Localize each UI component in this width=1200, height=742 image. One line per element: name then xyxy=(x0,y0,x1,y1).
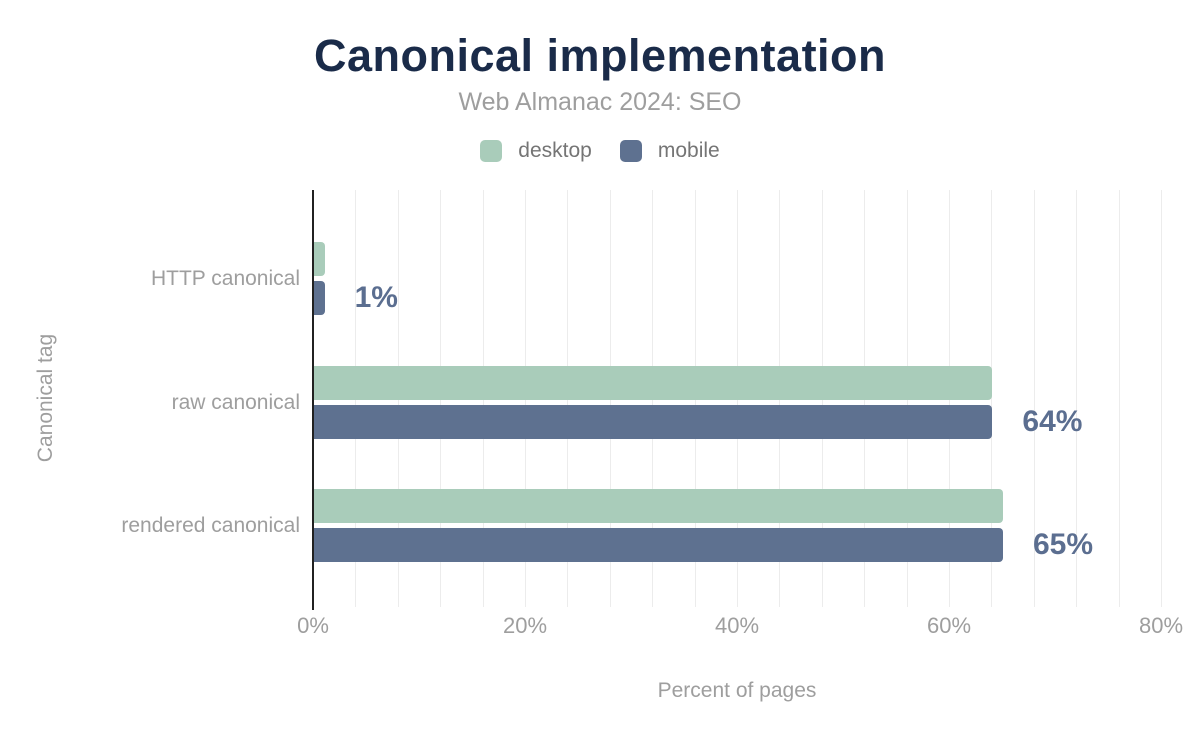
x-tick-label: 40% xyxy=(714,613,760,638)
legend-swatch-desktop xyxy=(480,140,503,162)
category-label: HTTP canonical xyxy=(150,266,300,290)
legend-item-mobile: mobile xyxy=(619,139,720,163)
y-axis-line xyxy=(312,190,314,610)
chart-subtitle: Web Almanac 2024: SEO xyxy=(458,88,742,116)
gridline-80pct xyxy=(1161,190,1162,607)
legend-label-desktop: desktop xyxy=(518,139,592,162)
bar-mobile-HTTP-canonical xyxy=(314,281,325,315)
value-label: 65% xyxy=(1033,528,1094,561)
legend-label-mobile: mobile xyxy=(657,139,720,162)
x-axis-title: Percent of pages xyxy=(657,679,817,702)
gridline-72pct xyxy=(1076,190,1078,607)
chart-title: Canonical implementation xyxy=(313,30,887,81)
bar-desktop-rendered-canonical xyxy=(314,489,1003,523)
legend-item-desktop: desktop xyxy=(480,139,592,163)
x-tick-label: 20% xyxy=(502,613,548,638)
x-axis-ticks: 0% 20% 40% 60% 80% xyxy=(297,613,1184,643)
legend-swatch-mobile xyxy=(619,140,642,162)
category-label: rendered canonical xyxy=(121,513,300,537)
gridline-64pct xyxy=(991,190,993,607)
x-tick-label: 60% xyxy=(926,613,972,638)
plot-area: 1% 64% 65% xyxy=(312,190,1182,610)
value-label: 1% xyxy=(354,281,398,314)
legend: desktop mobile xyxy=(0,139,1200,163)
gridline-76pct xyxy=(1118,190,1120,607)
gridline-68pct xyxy=(1033,190,1035,607)
bar-mobile-rendered-canonical xyxy=(314,528,1003,562)
value-label: 64% xyxy=(1022,405,1083,438)
x-tick-label: 80% xyxy=(1138,613,1184,638)
category-label: raw canonical xyxy=(171,390,300,414)
bar-desktop-HTTP-canonical xyxy=(314,242,325,276)
bar-mobile-raw-canonical xyxy=(314,405,993,439)
bar-desktop-raw-canonical xyxy=(314,366,993,400)
x-tick-label: 0% xyxy=(297,613,329,638)
